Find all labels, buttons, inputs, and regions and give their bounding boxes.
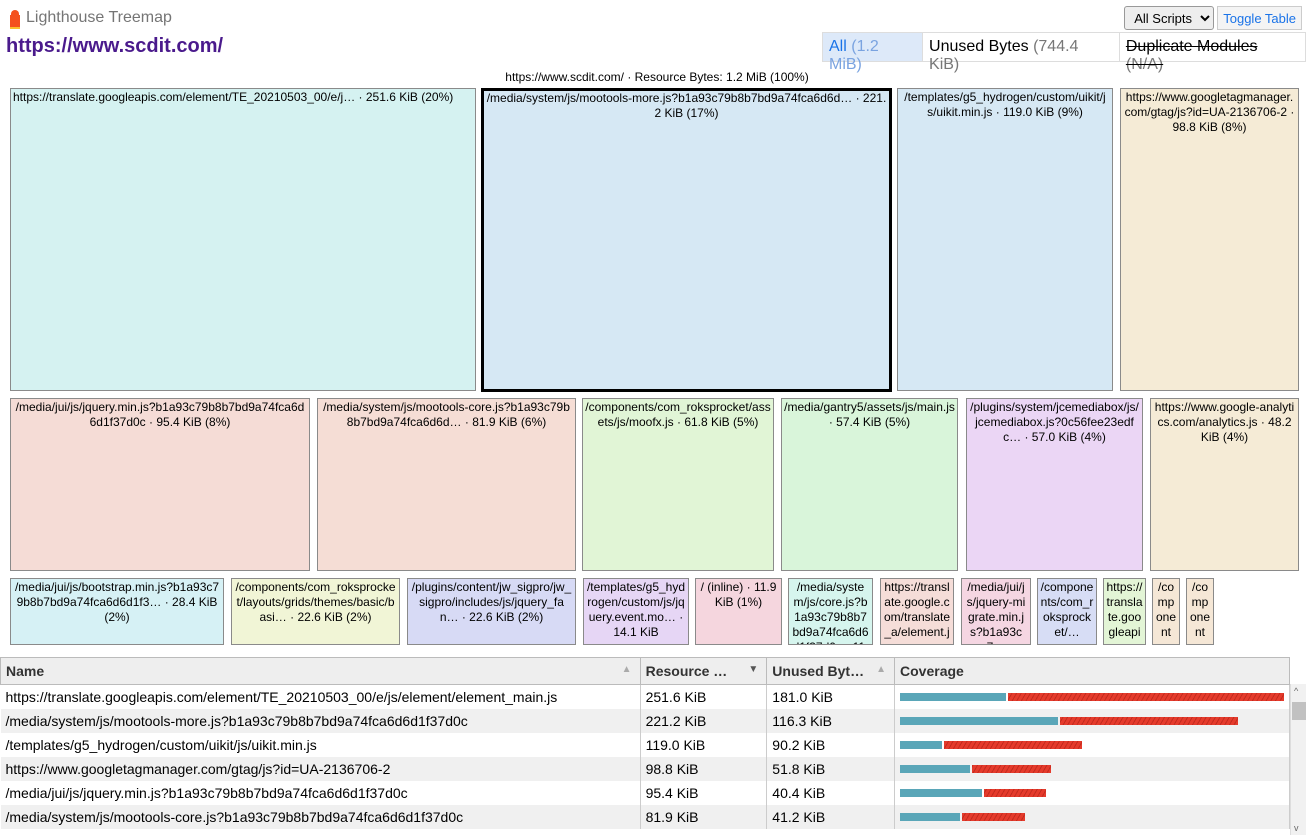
row-resource: 95.4 KiB: [640, 780, 768, 805]
treemap-node[interactable]: /plugins/content/jw_sigpro/jw_sigpro/inc…: [407, 578, 576, 645]
row-coverage: [894, 684, 1290, 709]
treemap-node[interactable]: https://translate.google.com/translate_a…: [880, 578, 954, 645]
app-title: Lighthouse Treemap: [9, 9, 172, 29]
resource-table: Name ▲ Resource … ▼ Unused Byt… ▲ Coverage …: [0, 657, 1290, 829]
row-resource: 98.8 KiB: [640, 756, 768, 781]
row-coverage: [894, 804, 1290, 829]
treemap-node[interactable]: /media/system/js/mootools-core.js?b1a93c…: [317, 398, 576, 571]
scripts-select[interactable]: All Scripts: [1124, 6, 1215, 30]
mode-duplicate-modules: Duplicate Modules (N/A): [1125, 38, 1258, 73]
treemap-node[interactable]: https://translate.googleapis.…: [1103, 578, 1146, 645]
row-name: https://translate.googleapis.com/element…: [0, 684, 641, 709]
table-scrollbar[interactable]: ^ v: [1290, 684, 1306, 835]
treemap-node[interactable]: / (inline) · 11.9 KiB (1%): [695, 578, 782, 645]
unused-bar: [983, 788, 1046, 797]
treemap-node[interactable]: https://translate.googleapis.com/element…: [10, 88, 476, 391]
toggle-table-button[interactable]: Toggle Table: [1217, 6, 1302, 30]
lighthouse-logo-icon: [9, 9, 21, 29]
row-name: /media/jui/js/jquery.min.js?b1a93c79b8b7…: [0, 780, 641, 805]
treemap-node[interactable]: /media/jui/js/jquery.min.js?b1a93c79b8b7…: [10, 398, 310, 571]
used-bar: [900, 788, 982, 797]
row-name: /media/system/js/mootools-more.js?b1a93c…: [0, 708, 641, 733]
row-coverage: [894, 708, 1290, 733]
row-resource: 251.6 KiB: [640, 684, 768, 709]
used-bar: [900, 692, 1006, 701]
treemap-node[interactable]: /templates/g5_hydrogen/custom/js/jquery.…: [583, 578, 689, 645]
table-row[interactable]: /media/jui/js/jquery.min.js?b1a93c79b8b7…: [0, 780, 1290, 805]
col-resource[interactable]: Resource … ▼: [639, 657, 768, 685]
treemap-node[interactable]: /components/com_roksprocket/assets/js/mo…: [582, 398, 774, 571]
treemap-node[interactable]: /templates/g5_hydrogen/custom/uikit/js/u…: [897, 88, 1113, 391]
row-unused: 181.0 KiB: [766, 684, 896, 709]
row-unused: 40.4 KiB: [766, 780, 896, 805]
treemap-node[interactable]: https://www.googletagmanager.com/gtag/js…: [1120, 88, 1299, 391]
row-resource: 81.9 KiB: [640, 804, 768, 829]
treemap-node[interactable]: /components/com_roksprocket/…: [1037, 578, 1097, 645]
row-name: https://www.googletagmanager.com/gtag/js…: [0, 756, 641, 781]
row-unused: 41.2 KiB: [766, 804, 896, 829]
table-row[interactable]: /templates/g5_hydrogen/custom/uikit/js/u…: [0, 732, 1290, 757]
unused-bar: [962, 812, 1025, 821]
mode-unused-bytes[interactable]: Unused Bytes (744.4 KiB): [923, 33, 1120, 73]
treemap-node[interactable]: https://www.google-analytics.com/analyti…: [1150, 398, 1299, 571]
view-modes: All (1.2 MiB) Unused Bytes (744.4 KiB) D…: [822, 32, 1306, 73]
used-bar: [900, 764, 970, 773]
col-coverage[interactable]: Coverage: [894, 657, 1290, 685]
col-name[interactable]: Name ▲: [0, 657, 641, 685]
row-unused: 116.3 KiB: [766, 708, 896, 733]
mode-all[interactable]: All (1.2 MiB): [823, 33, 924, 73]
row-resource: 221.2 KiB: [640, 708, 768, 733]
treemap-node[interactable]: /plugins/system/jcemediabox/js/jcemediab…: [966, 398, 1143, 571]
row-name: /media/system/js/mootools-core.js?b1a93c…: [0, 804, 641, 829]
row-name: /templates/g5_hydrogen/custom/uikit/js/u…: [0, 732, 641, 757]
treemap-node[interactable]: /media/jui/js/jquery-migrate.min.js?b1a9…: [961, 578, 1031, 645]
app-title-text: Lighthouse Treemap: [26, 9, 172, 26]
used-bar: [900, 812, 961, 821]
unused-bar: [1060, 716, 1238, 725]
treemap-node[interactable]: /media/gantry5/assets/js/main.js · 57.4 …: [781, 398, 958, 571]
table-row[interactable]: /media/system/js/mootools-core.js?b1a93c…: [0, 804, 1290, 829]
table-row[interactable]: /media/system/js/mootools-more.js?b1a93c…: [0, 708, 1290, 733]
treemap-node[interactable]: /media/system/js/core.js?b1a93c79b8b7bd9…: [788, 578, 873, 645]
col-unused[interactable]: Unused Byt… ▲: [766, 657, 896, 685]
treemap-node[interactable]: /media/system/js/mootools-more.js?b1a93c…: [481, 88, 892, 392]
unused-bar: [971, 764, 1051, 773]
table-row[interactable]: https://translate.googleapis.com/element…: [0, 684, 1290, 709]
table-row[interactable]: https://www.googletagmanager.com/gtag/js…: [0, 756, 1290, 781]
treemap-root-label: https://www.scdit.com/ · Resource Bytes:…: [505, 70, 809, 84]
row-resource: 119.0 KiB: [640, 732, 768, 757]
treemap-node[interactable]: /components…: [1186, 578, 1214, 645]
unused-bar: [1007, 692, 1284, 701]
row-unused: 51.8 KiB: [766, 756, 896, 781]
treemap-node[interactable]: /components/com_roksprocket/layouts/grid…: [231, 578, 400, 645]
page-url: https://www.scdit.com/: [6, 35, 224, 57]
row-coverage: [894, 732, 1290, 757]
used-bar: [900, 716, 1059, 725]
row-unused: 90.2 KiB: [766, 732, 896, 757]
row-coverage: [894, 756, 1290, 781]
unused-bar: [943, 740, 1082, 749]
treemap-node[interactable]: /media/jui/js/bootstrap.min.js?b1a93c79b…: [10, 578, 224, 645]
used-bar: [900, 740, 942, 749]
treemap-node[interactable]: /components…: [1152, 578, 1180, 645]
row-coverage: [894, 780, 1290, 805]
